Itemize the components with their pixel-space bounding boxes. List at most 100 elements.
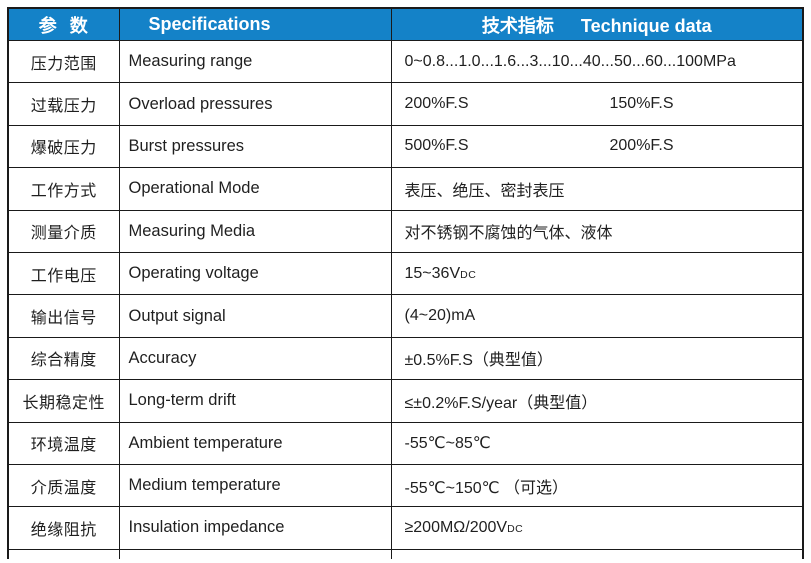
table-row: 压力范围 Measuring range 0~0.8...1.0...1.6..… [7, 39, 804, 84]
spec-cell: Operating voltage [118, 251, 392, 296]
spec-cell: Ambient temperature [118, 421, 392, 465]
header-technique-cell: 技术指标 Technique data [390, 7, 804, 41]
param-label: 测量介质 [30, 225, 97, 243]
table-row: 绝缘阻抗 Insulation impedance ≥200MΩ/200VDC [7, 506, 804, 550]
value-cell: 表压、绝压、密封表压 [390, 167, 804, 211]
value-cell: 0~0.8...1.0...1.6...3...10...40...50...6… [390, 39, 804, 84]
table-row: 爆破压力 Burst pressures 500%F.S 200%F.S [7, 124, 804, 169]
param-label: 工作方式 [30, 182, 97, 200]
value-text: 200%F.S [404, 95, 469, 113]
cutoff-row [7, 548, 804, 559]
value-cell: ≤±0.2%F.S/year（典型值） [390, 379, 804, 423]
param-cell: 工作方式 [7, 167, 120, 211]
value-text: ±0.5%F.S（典型值） [404, 352, 553, 370]
value-text: -55℃~150℃ （可选） [404, 479, 569, 497]
header-technique-en-label: Technique data [580, 15, 712, 36]
value-cell [390, 548, 804, 559]
spec-cell: Long-term drift [118, 379, 392, 423]
value-cell: (4~20)mA [390, 294, 804, 338]
param-label: 过载压力 [30, 98, 97, 116]
table-row: 环境温度 Ambient temperature -55℃~85℃ [7, 421, 804, 465]
table-row: 综合精度 Accuracy ±0.5%F.S（典型值） [7, 336, 804, 381]
value-text: 500%F.S [404, 137, 469, 155]
value-text: 15~36V [404, 264, 461, 282]
param-cell: 综合精度 [7, 336, 120, 381]
param-cell: 输出信号 [7, 294, 120, 338]
spec-label: Measuring range [128, 52, 253, 71]
value-cell: 200%F.S 150%F.S [390, 82, 804, 126]
param-label: 环境温度 [30, 437, 97, 455]
table-row: 工作方式 Operational Mode 表压、绝压、密封表压 [7, 167, 804, 211]
spec-cell: Output signal [118, 294, 392, 338]
spec-cell: Overload pressures [118, 82, 392, 126]
header-param-cell: 参 数 [7, 7, 120, 41]
spec-label: Medium temperature [128, 476, 281, 495]
spec-label: Burst pressures [128, 136, 245, 155]
spec-label: Accuracy [128, 348, 197, 367]
spec-cell: Measuring Media [118, 209, 392, 253]
header-specifications-label: Specifications [148, 14, 271, 34]
header-technique-zh-label: 技术指标 [481, 15, 554, 36]
value-subscript: DC [460, 268, 477, 281]
spec-label: Operational Mode [128, 179, 260, 198]
param-label: 工作电压 [30, 267, 97, 285]
spec-cell: Measuring range [118, 39, 392, 84]
table-row: 输出信号 Output signal (4~20)mA [7, 294, 804, 338]
param-cell: 长期稳定性 [7, 379, 120, 423]
table-row: 介质温度 Medium temperature -55℃~150℃ （可选） [7, 463, 804, 508]
spec-label: Output signal [128, 306, 226, 325]
value-secondary: 150%F.S [609, 95, 674, 113]
param-label: 输出信号 [30, 310, 97, 328]
header-param-label: 参 数 [38, 15, 89, 36]
spec-label: Operating voltage [128, 264, 259, 283]
param-label: 绝缘阻抗 [30, 521, 97, 539]
spec-label: Long-term drift [128, 391, 236, 410]
header-technique-group: 技术指标 Technique data [482, 12, 712, 38]
spec-cell: Medium temperature [118, 463, 392, 508]
spec-cell: Insulation impedance [118, 506, 392, 550]
value-cell: 15~36VDC [390, 251, 804, 296]
table-row: 工作电压 Operating voltage 15~36VDC [7, 251, 804, 296]
value-cell: 对不锈钢不腐蚀的气体、液体 [390, 209, 804, 253]
spec-cell: Accuracy [118, 336, 392, 381]
param-label: 爆破压力 [30, 140, 97, 158]
param-cell: 压力范围 [7, 39, 120, 84]
value-subscript: DC [507, 522, 524, 535]
param-cell: 介质温度 [7, 463, 120, 508]
param-label: 介质温度 [30, 479, 97, 497]
spec-table: 参 数 Specifications 技术指标 Technique data 压… [7, 7, 804, 559]
table-row: 长期稳定性 Long-term drift ≤±0.2%F.S/year（典型值… [7, 379, 804, 423]
value-text: ≤±0.2%F.S/year（典型值） [404, 394, 598, 412]
value-cell: 500%F.S 200%F.S [390, 124, 804, 169]
param-cell: 过载压力 [7, 82, 120, 126]
param-cell [7, 548, 120, 559]
value-cell: ≥200MΩ/200VDC [390, 506, 804, 550]
value-text: ≥200MΩ/200V [404, 518, 508, 536]
header-specifications-cell: Specifications [118, 7, 392, 41]
value-cell: ±0.5%F.S（典型值） [390, 336, 804, 381]
spec-cell [118, 548, 392, 559]
value-secondary: 200%F.S [609, 137, 674, 155]
table-row: 测量介质 Measuring Media 对不锈钢不腐蚀的气体、液体 [7, 209, 804, 253]
spec-cell: Operational Mode [118, 167, 392, 211]
value-cell: -55℃~85℃ [390, 421, 804, 465]
param-cell: 爆破压力 [7, 124, 120, 169]
spec-cell: Burst pressures [118, 124, 392, 169]
param-label: 综合精度 [30, 352, 97, 370]
value-text: 表压、绝压、密封表压 [404, 182, 565, 200]
value-text: 对不锈钢不腐蚀的气体、液体 [404, 225, 613, 243]
param-cell: 绝缘阻抗 [7, 506, 120, 550]
param-cell: 工作电压 [7, 251, 120, 296]
param-label: 压力范围 [30, 55, 97, 73]
spec-label: Measuring Media [128, 221, 256, 240]
value-text: (4~20)mA [404, 307, 476, 325]
spec-label: Ambient temperature [128, 433, 283, 452]
value-text: 0~0.8...1.0...1.6...3...10...40...50...6… [404, 52, 736, 70]
value-cell: -55℃~150℃ （可选） [390, 463, 804, 508]
value-text: -55℃~85℃ [404, 435, 491, 453]
spec-label: Insulation impedance [128, 518, 285, 537]
param-label: 长期稳定性 [22, 394, 105, 412]
param-cell: 环境温度 [7, 421, 120, 465]
param-cell: 测量介质 [7, 209, 120, 253]
